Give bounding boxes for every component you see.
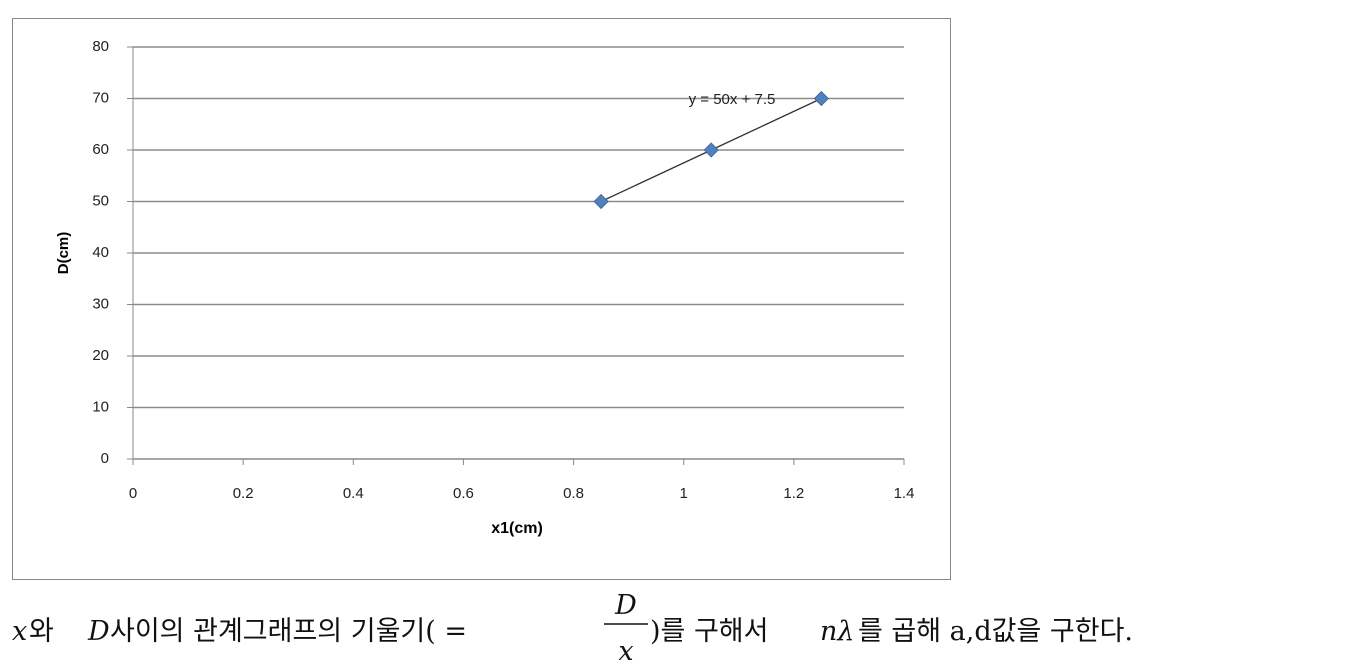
caption-var: nλ [820,616,855,647]
x-tick-label: 0.8 [563,485,584,502]
caption-text: )를 구해서 [650,616,768,647]
x-axis-label: x1(cm) [491,520,543,537]
data-point [813,90,829,107]
caption-var: D [87,616,110,647]
y-tick-label: 70 [92,89,109,106]
y-tick-label: 80 [92,38,109,55]
x-tick-label: 0.2 [233,485,254,502]
trendline-label: y = 50x + 7.5 [689,91,776,108]
x-tick-label: 0 [129,485,137,502]
y-tick-label: 40 [92,244,109,261]
caption: x 와 D 사이의 관계그래프의 기울기( = D x )를 구해서 nλ 를 … [12,590,1133,667]
x-tick-label: 1.4 [894,485,915,502]
y-tick-label: 60 [92,141,109,158]
caption-text: 를 곱해 a,d값을 구한다. [858,616,1133,647]
x-tick-label: 0.4 [343,485,364,502]
y-tick-label: 20 [92,347,109,364]
caption-text: 와 [29,616,54,647]
y-tick-label: 10 [92,398,109,415]
y-tick-label: 0 [101,450,109,467]
caption-text: 사이의 관계그래프의 기울기( = [110,616,467,647]
x-tick-label: 1 [680,485,688,502]
data-point [703,142,719,158]
y-tick-label: 50 [92,192,109,209]
y-axis-label: D(cm) [55,232,72,275]
fraction-numerator: D [614,590,637,621]
data-point [593,193,609,210]
caption-var: x [12,616,27,647]
y-tick-label: 30 [92,295,109,312]
chart-frame [12,18,951,580]
x-tick-label: 0.6 [453,485,474,502]
plot: 0 10 20 30 40 50 60 70 80 0 0.2 0.4 0.6 0.8 1 1.2 1.4 [92,38,914,502]
x-tick-label: 1.2 [783,485,804,502]
fraction-denominator: x [618,636,633,667]
